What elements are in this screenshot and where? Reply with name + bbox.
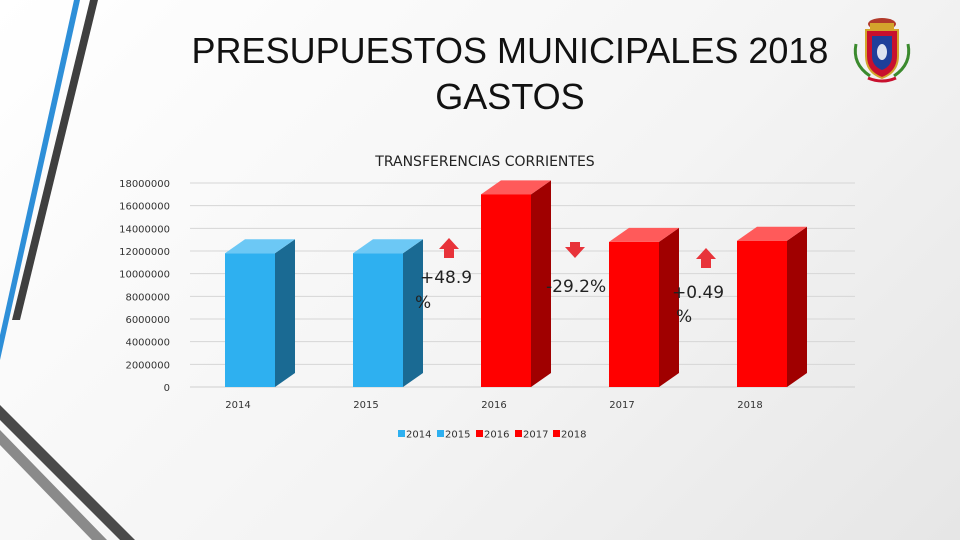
legend-swatch: [553, 430, 560, 437]
bar-2015: [353, 239, 423, 387]
annotation-percent: %: [415, 293, 431, 313]
legend-label: 2017: [523, 430, 548, 441]
annotation-1: +48.9%: [415, 238, 472, 313]
x-tick-label: 2017: [609, 400, 634, 411]
legend: 2014 2015 2016 2017 2018: [398, 430, 586, 441]
y-tick-label: 8000000: [125, 292, 170, 303]
legend-swatch: [398, 430, 405, 437]
down-arrow-icon: [565, 242, 585, 258]
annotation-value: -29.2%: [546, 277, 606, 297]
page-title: PRESUPUESTOS MUNICIPALES 2018 GASTOS: [160, 28, 860, 120]
bar-front: [225, 253, 275, 387]
municipal-coat-of-arms-icon: [853, 18, 911, 83]
light-stripe-bottom: [0, 430, 107, 540]
legend-label: 2015: [445, 430, 470, 441]
legend-label: 2014: [406, 430, 431, 441]
bar-side: [787, 226, 807, 387]
legend-item-2014: 2014: [398, 430, 431, 441]
y-tick-label: 0: [164, 383, 170, 394]
bar-top: [737, 226, 807, 241]
y-tick-label: 4000000: [125, 338, 170, 349]
y-tick-label: 2000000: [125, 360, 170, 371]
legend-swatch: [476, 430, 483, 437]
legend-item-2016: 2016: [476, 430, 509, 441]
bar-front: [737, 240, 787, 387]
annotation-percent: %: [676, 307, 692, 327]
x-axis-ticks: 2014 2015 2016 2017 2018: [225, 400, 762, 411]
x-tick-label: 2018: [737, 400, 762, 411]
chart-title: TRANSFERENCIAS CORRIENTES: [374, 154, 595, 170]
y-tick-label: 10000000: [119, 270, 170, 281]
legend-label: 2018: [561, 430, 586, 441]
bar-top: [353, 239, 423, 254]
y-tick-label: 6000000: [125, 315, 170, 326]
annotation-value: +48.9: [420, 268, 472, 288]
y-tick-label: 14000000: [119, 224, 170, 235]
up-arrow-icon: [439, 238, 459, 258]
bar-side: [531, 180, 551, 387]
legend-swatch: [515, 430, 522, 437]
bar-2014: [225, 239, 295, 387]
bar-side: [275, 239, 295, 387]
x-tick-label: 2015: [353, 400, 378, 411]
bar-front: [481, 194, 531, 387]
x-tick-label: 2016: [481, 400, 506, 411]
bar-top: [225, 239, 295, 254]
legend-swatch: [437, 430, 444, 437]
bar-top: [609, 227, 679, 242]
bar-side: [403, 239, 423, 387]
y-axis-ticks: 0 2000000 4000000 6000000 8000000 10000000 120…: [119, 179, 170, 394]
page-title-line1: PRESUPUESTOS MUNICIPALES 2018: [191, 30, 829, 71]
bar-top: [481, 180, 551, 195]
annotation-3: +0.49%: [672, 248, 724, 327]
legend-label: 2016: [484, 430, 509, 441]
x-tick-label: 2014: [225, 400, 250, 411]
dark-stripe-bottom: [0, 405, 135, 540]
legend-item-2018: 2018: [553, 430, 586, 441]
y-tick-label: 12000000: [119, 247, 170, 258]
annotation-2: -29.2%: [546, 242, 606, 297]
bar-front: [609, 241, 659, 387]
y-tick-label: 16000000: [119, 202, 170, 213]
dark-stripe-top: [12, 0, 98, 320]
blue-stripe: [0, 0, 80, 360]
legend-item-2017: 2017: [515, 430, 548, 441]
y-tick-label: 18000000: [119, 179, 170, 190]
bar-2016: [481, 180, 551, 387]
bar-front: [353, 253, 403, 387]
annotation-value: +0.49: [672, 283, 724, 303]
bar-2017: [609, 227, 679, 387]
legend-item-2015: 2015: [437, 430, 470, 441]
bars: [225, 180, 807, 387]
bar-2018: [737, 226, 807, 387]
bar-side: [659, 227, 679, 387]
page-title-line2: GASTOS: [435, 76, 585, 117]
change-annotations: +48.9% -29.2% +0.49%: [415, 238, 724, 327]
up-arrow-icon: [696, 248, 716, 268]
